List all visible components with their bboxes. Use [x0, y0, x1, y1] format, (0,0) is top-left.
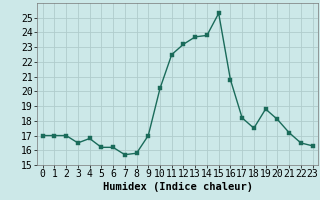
X-axis label: Humidex (Indice chaleur): Humidex (Indice chaleur)	[103, 182, 252, 192]
